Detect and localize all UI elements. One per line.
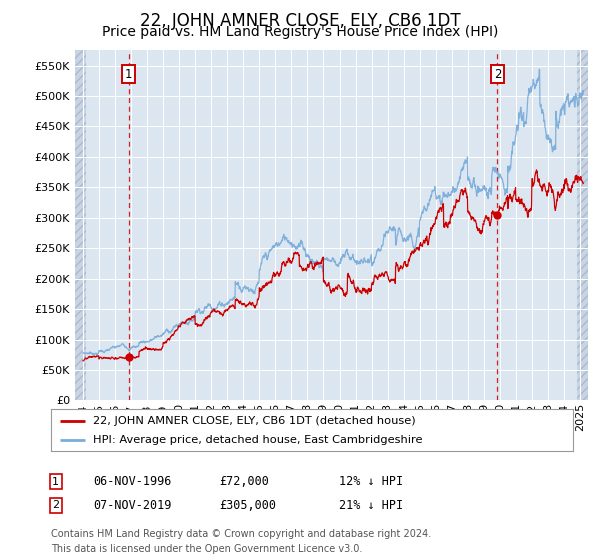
Text: 21% ↓ HPI: 21% ↓ HPI xyxy=(339,498,403,512)
Text: 06-NOV-1996: 06-NOV-1996 xyxy=(93,475,172,488)
Text: 1: 1 xyxy=(125,68,133,81)
Text: 07-NOV-2019: 07-NOV-2019 xyxy=(93,498,172,512)
Text: Price paid vs. HM Land Registry's House Price Index (HPI): Price paid vs. HM Land Registry's House … xyxy=(102,25,498,39)
Text: £305,000: £305,000 xyxy=(219,498,276,512)
Text: 1: 1 xyxy=(52,477,59,487)
Text: 2: 2 xyxy=(52,500,59,510)
Bar xyxy=(577,50,588,400)
Text: Contains HM Land Registry data © Crown copyright and database right 2024.: Contains HM Land Registry data © Crown c… xyxy=(51,529,431,539)
Bar xyxy=(75,50,86,400)
Text: £72,000: £72,000 xyxy=(219,475,269,488)
Text: 12% ↓ HPI: 12% ↓ HPI xyxy=(339,475,403,488)
Text: HPI: Average price, detached house, East Cambridgeshire: HPI: Average price, detached house, East… xyxy=(93,435,422,445)
Text: 22, JOHN AMNER CLOSE, ELY, CB6 1DT: 22, JOHN AMNER CLOSE, ELY, CB6 1DT xyxy=(140,12,460,30)
Text: 2: 2 xyxy=(494,68,501,81)
Text: 22, JOHN AMNER CLOSE, ELY, CB6 1DT (detached house): 22, JOHN AMNER CLOSE, ELY, CB6 1DT (deta… xyxy=(93,416,415,426)
Text: This data is licensed under the Open Government Licence v3.0.: This data is licensed under the Open Gov… xyxy=(51,544,362,554)
